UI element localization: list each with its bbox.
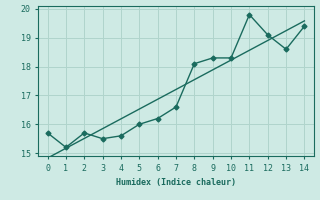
X-axis label: Humidex (Indice chaleur): Humidex (Indice chaleur) [116,178,236,187]
